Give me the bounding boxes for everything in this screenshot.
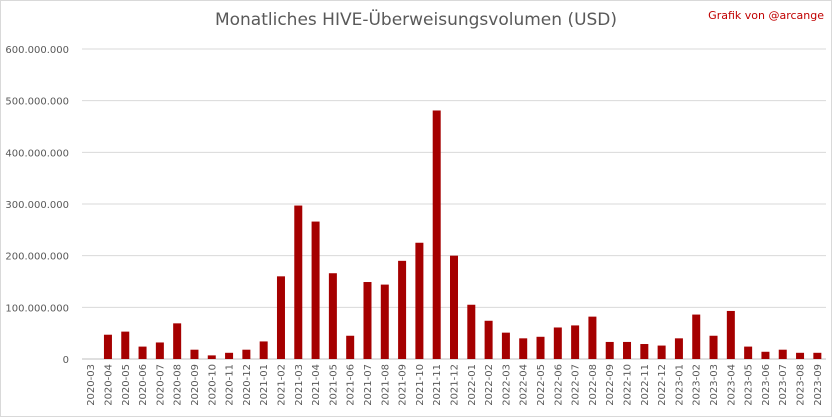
x-tick-label: 2022-02 <box>484 364 495 406</box>
y-tick-label: 300.000.000 <box>5 200 69 211</box>
x-tick-label: 2023-08 <box>796 364 807 406</box>
bar <box>796 352 805 359</box>
bar <box>623 341 632 359</box>
y-tick-label: 400.000.000 <box>5 148 69 159</box>
x-tick-label: 2020-08 <box>173 364 184 406</box>
x-tick-label: 2023-09 <box>813 364 824 406</box>
x-tick-label: 2021-12 <box>450 364 461 406</box>
bar <box>380 284 389 359</box>
x-tick-label: 2020-07 <box>155 364 166 406</box>
x-tick-label: 2022-07 <box>571 364 582 406</box>
bar <box>173 323 182 359</box>
chart-title: Monatliches HIVE-Überweisungsvolumen (US… <box>214 10 618 30</box>
x-tick-label: 2021-07 <box>363 364 374 406</box>
y-tick-label: 100.000.000 <box>5 303 69 314</box>
bar <box>103 334 112 359</box>
bar <box>276 276 285 359</box>
x-tick-label: 2020-12 <box>242 364 253 406</box>
x-tick-label: 2020-10 <box>207 364 218 406</box>
bar <box>259 341 268 359</box>
x-tick-label: 2023-03 <box>709 364 720 406</box>
x-tick-label: 2020-06 <box>138 364 149 406</box>
x-tick-label: 2022-04 <box>519 364 530 406</box>
x-tick-label: 2022-10 <box>623 364 634 406</box>
x-tick-label: 2021-10 <box>415 364 426 406</box>
bar <box>398 260 407 359</box>
bar <box>588 316 597 359</box>
bar <box>311 221 320 359</box>
chart-credit: Grafik von @arcange <box>708 9 824 22</box>
x-tick-label: 2021-02 <box>276 364 287 406</box>
bar <box>207 355 216 359</box>
x-tick-label: 2021-11 <box>432 364 443 406</box>
x-tick-label: 2022-03 <box>501 364 512 406</box>
bar <box>432 110 441 359</box>
x-tick-label: 2022-11 <box>640 364 651 406</box>
bar <box>640 344 649 359</box>
bar <box>709 335 718 359</box>
x-tick-label: 2022-06 <box>553 364 564 406</box>
bar <box>674 338 683 359</box>
x-tick-label: 2023-05 <box>744 364 755 406</box>
bar <box>138 346 147 359</box>
x-tick-label: 2020-11 <box>225 364 236 406</box>
x-tick-label: 2021-06 <box>346 364 357 406</box>
y-tick-label: 0 <box>63 355 69 366</box>
bar <box>242 349 251 359</box>
x-tick-label: 2022-05 <box>536 364 547 406</box>
bar <box>346 335 355 359</box>
x-tick-label: 2020-09 <box>190 364 201 406</box>
bar <box>657 345 666 359</box>
bar <box>553 327 562 359</box>
bar <box>605 341 614 359</box>
bar <box>571 325 580 359</box>
bar <box>121 331 130 359</box>
x-tick-label: 2021-04 <box>311 364 322 406</box>
bar <box>536 336 545 359</box>
bar <box>778 349 787 359</box>
bar <box>155 342 164 359</box>
bar <box>363 282 372 359</box>
bar <box>692 314 701 359</box>
x-tick-label: 2021-01 <box>259 364 270 406</box>
bar <box>744 346 753 359</box>
y-tick-label: 200.000.000 <box>5 252 69 263</box>
x-tick-label: 2023-02 <box>692 364 703 406</box>
bar <box>761 351 770 359</box>
bar <box>190 349 199 359</box>
x-tick-label: 2020-04 <box>103 364 114 406</box>
bar <box>519 338 528 359</box>
x-tick-label: 2021-03 <box>294 364 305 406</box>
bar <box>501 332 510 359</box>
bar <box>225 352 234 359</box>
x-tick-label: 2023-04 <box>726 364 737 406</box>
x-tick-label: 2022-09 <box>605 364 616 406</box>
y-tick-label: 600.000.000 <box>5 45 69 56</box>
x-tick-label: 2023-01 <box>674 364 685 406</box>
x-tick-label: 2020-03 <box>86 364 97 406</box>
x-axis: 2020-03 2020-04 2020-05 2020-06 2020-07 2020-… <box>86 364 824 406</box>
x-tick-label: 2022-12 <box>657 364 668 406</box>
bar <box>726 310 735 359</box>
x-tick-label: 2021-08 <box>380 364 391 406</box>
bar <box>294 205 303 359</box>
bar <box>484 320 493 359</box>
x-tick-label: 2022-08 <box>588 364 599 406</box>
bar <box>328 273 337 359</box>
x-tick-label: 2021-09 <box>398 364 409 406</box>
y-tick-label: 500.000.000 <box>5 97 69 108</box>
bar <box>467 304 476 359</box>
y-axis: 0 100.000.000 200.000.000 300.000.000 400.00… <box>5 45 69 366</box>
x-tick-label: 2020-05 <box>121 364 132 406</box>
x-tick-label: 2022-01 <box>467 364 478 406</box>
x-tick-label: 2023-06 <box>761 364 772 406</box>
x-tick-label: 2023-07 <box>778 364 789 406</box>
bar <box>415 242 424 359</box>
bars <box>103 110 822 359</box>
bar <box>813 352 822 359</box>
bar <box>450 255 458 359</box>
x-tick-label: 2021-05 <box>328 364 339 406</box>
